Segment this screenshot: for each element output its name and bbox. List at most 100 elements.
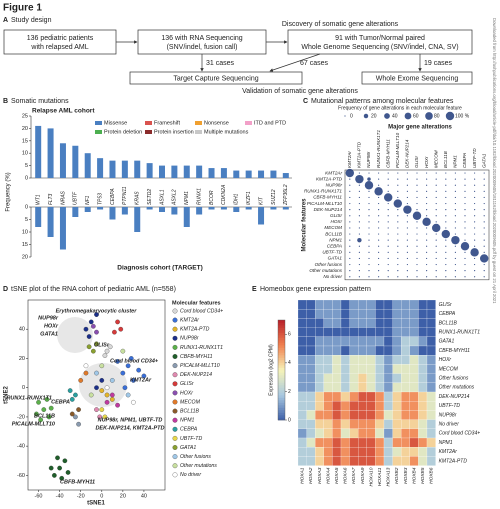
- annotation: NUP98r, NPM1, UBTF-TD: [98, 417, 163, 423]
- dot: [416, 276, 418, 278]
- dot: [387, 270, 389, 272]
- heat-cell: [409, 428, 419, 439]
- point: [76, 407, 81, 412]
- dot: [358, 215, 360, 217]
- heat-cell: [383, 410, 393, 420]
- heat-cell: [358, 364, 367, 374]
- dot: [474, 245, 476, 247]
- dot: [358, 184, 360, 186]
- heat-cell: [340, 355, 350, 365]
- colorbar-step: [278, 400, 285, 403]
- heat-cell: [358, 391, 367, 402]
- heat-cell: [418, 327, 428, 337]
- heat-cell: [392, 299, 402, 310]
- dot: [435, 251, 437, 253]
- row-label: Cord blood CD34+: [439, 431, 481, 437]
- dot: [406, 270, 408, 272]
- column-label: GATA1: [481, 153, 486, 168]
- dot: [445, 263, 447, 266]
- row-label: NPM1: [329, 237, 342, 242]
- heat-cell: [409, 456, 419, 466]
- dot: [397, 190, 399, 192]
- heat-cell: [401, 401, 410, 411]
- y-tick-label: 15: [22, 138, 28, 144]
- legend-label: Multiple mutations: [204, 129, 249, 135]
- legend-label: Protein deletion: [104, 129, 142, 135]
- heat-cell: [383, 447, 393, 457]
- point: [99, 388, 105, 393]
- dot: [406, 215, 408, 217]
- dot: [474, 190, 476, 192]
- gene-label: PTPN11: [122, 186, 128, 205]
- heat-cell: [323, 327, 333, 337]
- point: [102, 414, 108, 420]
- dot: [441, 229, 450, 239]
- heat-cell: [392, 382, 402, 393]
- dot: [454, 184, 456, 186]
- dot: [445, 227, 447, 229]
- colorbar-step: [278, 342, 285, 346]
- heat-cell: [323, 336, 333, 347]
- colorbar-step: [278, 360, 285, 363]
- heat-cell: [383, 456, 393, 466]
- heat-cell: [297, 401, 307, 411]
- bar: [84, 153, 91, 178]
- heat-cell: [426, 410, 436, 420]
- dot: [387, 251, 389, 253]
- dot: [397, 184, 399, 186]
- dot: [435, 196, 437, 199]
- dot: [406, 227, 408, 229]
- dot: [445, 245, 447, 247]
- dot: [387, 221, 389, 223]
- point: [99, 407, 105, 412]
- dot: [416, 227, 418, 229]
- heat-cell: [297, 419, 307, 429]
- gene-label: CDKN2A: [221, 184, 227, 205]
- legend-marker: [172, 308, 178, 314]
- heat-cell: [315, 336, 324, 347]
- heat-cell: [358, 336, 367, 347]
- legend-swatch: [195, 121, 202, 125]
- dot: [378, 251, 380, 253]
- legend-marker: [172, 363, 178, 369]
- heat-cell: [332, 299, 342, 310]
- colorbar-step: [278, 370, 285, 373]
- column-label: HOXA13: [386, 467, 392, 486]
- heat-cell: [297, 456, 307, 466]
- dot: [435, 270, 437, 272]
- heat-cell: [323, 401, 333, 411]
- point: [76, 421, 81, 427]
- heat-cell: [418, 373, 428, 383]
- colorbar-tick-label: 4: [288, 360, 291, 366]
- dot: [454, 251, 456, 253]
- dot: [435, 276, 437, 278]
- colorbar-step: [278, 405, 285, 408]
- figure-title: Figure 1: [3, 3, 42, 14]
- colorbar-step: [278, 355, 285, 358]
- box-text: with relapsed AML: [30, 44, 88, 51]
- heat-cell: [383, 391, 393, 402]
- dot: [368, 196, 370, 199]
- dot: [368, 190, 370, 192]
- dot: [445, 172, 447, 174]
- caption: Discovery of somatic gene alterations: [282, 21, 399, 28]
- y-tick-label: 5: [25, 163, 28, 169]
- column-label: HOXr: [424, 156, 429, 168]
- heat-cell: [297, 355, 307, 365]
- dot: [349, 263, 351, 266]
- point: [51, 473, 57, 478]
- dot: [358, 202, 360, 205]
- heat-cell: [297, 318, 307, 328]
- legend-swatch: [245, 121, 252, 125]
- panel-a: A Study design 136 pediatric patients wi…: [3, 17, 473, 95]
- bar: [146, 207, 153, 210]
- dot: [368, 172, 370, 174]
- bar: [245, 207, 252, 210]
- heat-cell: [366, 401, 376, 411]
- row-label: CBFB-MYH11: [313, 195, 342, 200]
- bar: [220, 168, 227, 178]
- dot: [464, 233, 466, 235]
- panel-label: D: [3, 286, 8, 293]
- column-label: HOXA7: [351, 467, 357, 484]
- heat-cell: [418, 355, 428, 365]
